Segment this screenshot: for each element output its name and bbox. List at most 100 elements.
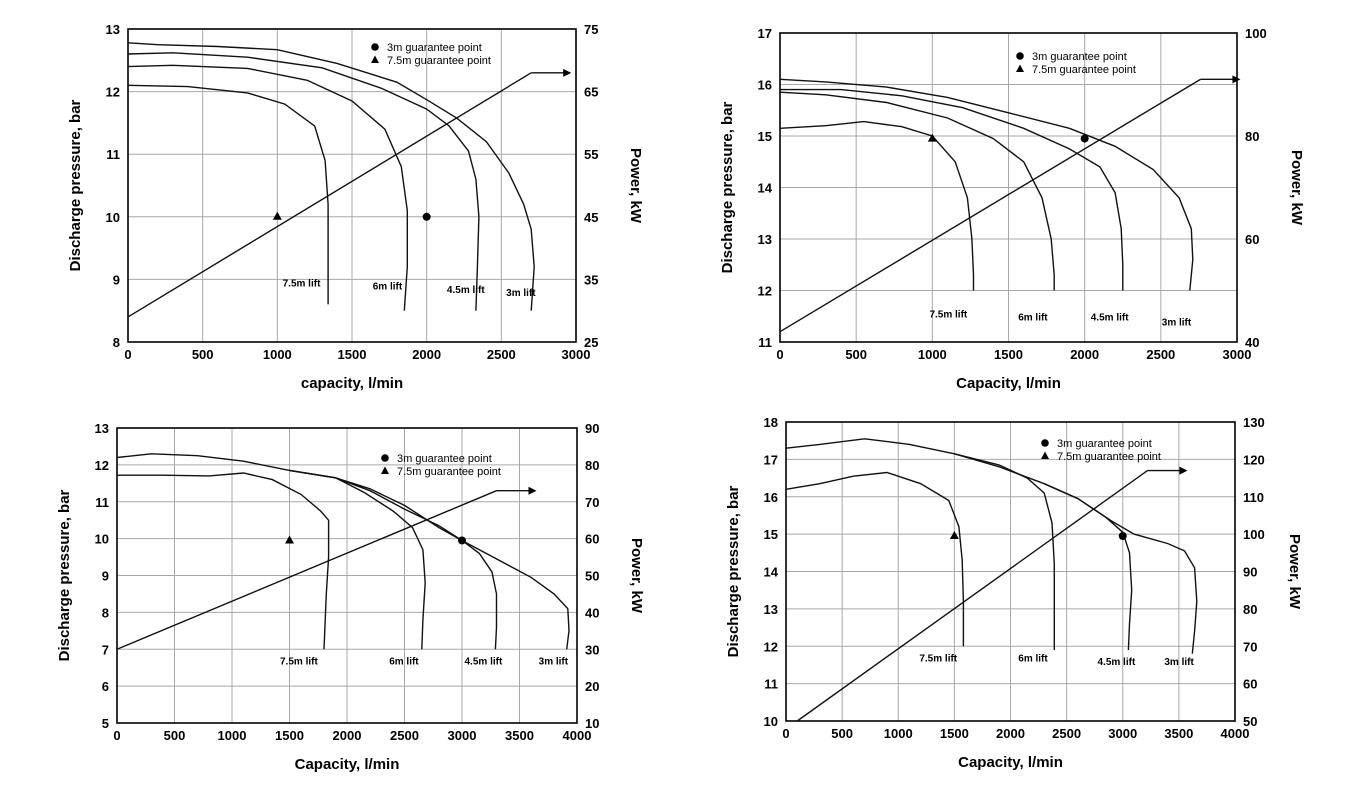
guarantee-point-3m	[1080, 134, 1089, 143]
lift-label: 7.5m lift	[919, 653, 957, 664]
y-tick-label: 7	[102, 642, 109, 657]
y-tick-label: 15	[758, 129, 772, 144]
y2-tick-label: 70	[585, 495, 599, 510]
pump-chart-4: 0 500 1000 1500 2000 2500 3000 3500 4000 10 11 12 13…	[680, 398, 1361, 797]
guarantee-point-7-5m	[949, 530, 959, 539]
plot-frame	[785, 421, 1236, 722]
lift-label: 7.5m lift	[280, 656, 318, 667]
y2-tick-label: 40	[585, 605, 599, 620]
y2-tick-label: 20	[585, 679, 599, 694]
guarantee-point-7-5m	[272, 211, 282, 220]
y-axis-label: Discharge pressure, bar	[67, 99, 84, 271]
y2-tick-label: 60	[585, 532, 599, 547]
pump-chart-1-svg: 0 500 1000 1500 2000 2500 3000 8 9 10 11 12 13 25 35 45…	[67, 22, 644, 392]
legend-label: 3m guarantee point	[1032, 51, 1127, 63]
curve-7-5m-lift	[127, 84, 329, 305]
x-tick-label: 2500	[1052, 726, 1081, 741]
x-axis-label: Capacity, l/min	[295, 756, 400, 773]
power-arrow-head	[1232, 75, 1241, 84]
y-tick-label: 18	[764, 415, 778, 430]
legend-label: 7.5m guarantee point	[387, 55, 491, 67]
x-tick-label: 2500	[1146, 347, 1175, 362]
curve-4-5m-lift	[1043, 483, 1133, 651]
y-tick-label: 8	[102, 605, 109, 620]
y-tick-label: 13	[764, 602, 778, 617]
y2-tick-label: 80	[585, 458, 599, 473]
y-tick-label: 11	[95, 495, 109, 510]
y-tick-label: 14	[764, 565, 779, 580]
pump-chart-4-svg: 0 500 1000 1500 2000 2500 3000 3500 4000 10 11 12 13…	[725, 415, 1303, 771]
x-tick-label: 1500	[338, 347, 367, 362]
y-tick-label: 6	[102, 679, 109, 694]
legend-label: 7.5m guarantee point	[1057, 451, 1161, 463]
y-tick-label: 5	[102, 716, 109, 731]
x-tick-label: 2500	[390, 728, 419, 743]
x-tick-label: 2500	[487, 347, 516, 362]
power-line	[116, 490, 497, 650]
x-tick-label: 3500	[1164, 726, 1193, 741]
y-tick-label: 12	[764, 639, 778, 654]
curve-4-5m-lift	[780, 88, 1124, 291]
legend-label: 7.5m guarantee point	[1032, 64, 1136, 76]
pump-chart-3: 0 500 1000 1500 2000 2500 3000 3500 4000 5 6 7 8 9 10 1…	[0, 398, 680, 797]
power-arrow-head	[528, 486, 537, 495]
x-tick-label: 3000	[448, 728, 477, 743]
legend-triangle-marker	[1016, 64, 1024, 72]
x-tick-label: 2000	[996, 726, 1025, 741]
power-line	[127, 72, 532, 318]
curve-6m-lift	[779, 91, 1055, 291]
x-tick-label: 1500	[940, 726, 969, 741]
x-tick-label: 1000	[218, 728, 247, 743]
legend-circle-marker	[1016, 52, 1024, 60]
x-tick-label: 4000	[563, 728, 592, 743]
y-tick-label: 10	[106, 210, 120, 225]
x-tick-label: 3000	[1108, 726, 1137, 741]
lift-label: 6m lift	[389, 656, 419, 667]
y2-tick-label: 90	[1243, 565, 1257, 580]
y2-tick-label: 90	[585, 421, 599, 436]
y-tick-label: 12	[106, 85, 120, 100]
legend-label: 3m guarantee point	[387, 42, 482, 54]
y2-tick-label: 40	[1245, 335, 1259, 350]
legend-circle-marker	[381, 454, 389, 462]
lift-label: 4.5m lift	[1097, 657, 1135, 668]
legend-triangle-marker	[371, 55, 379, 63]
legend-label: 3m guarantee point	[1057, 438, 1152, 450]
x-tick-label: 1000	[918, 347, 947, 362]
x-tick-label: 3500	[505, 728, 534, 743]
y-axis-label: Discharge pressure, bar	[719, 101, 736, 273]
y-tick-label: 11	[764, 677, 778, 692]
y-tick-label: 11	[106, 147, 120, 162]
y-tick-label: 10	[764, 714, 778, 729]
power-line	[779, 78, 1201, 333]
x-tick-label: 500	[831, 726, 853, 741]
legend-triangle-marker	[381, 466, 389, 474]
guarantee-point-3m	[422, 212, 431, 221]
y2-tick-label: 100	[1243, 527, 1265, 542]
pump-chart-3-svg: 0 500 1000 1500 2000 2500 3000 3500 4000 5 6 7 8 9 10 1…	[56, 421, 645, 773]
y-tick-label: 14	[758, 181, 773, 196]
power-arrow-head	[563, 68, 572, 77]
y2-tick-label: 110	[1243, 490, 1264, 505]
y2-tick-label: 60	[1243, 677, 1257, 692]
lift-label: 7.5m lift	[929, 310, 967, 321]
y2-axis-label: Power, kW	[628, 538, 645, 614]
guarantee-point-7-5m	[927, 133, 937, 142]
y2-tick-label: 65	[584, 85, 598, 100]
power-arrow-head	[1179, 466, 1188, 475]
curve-6m-lift	[954, 453, 1055, 650]
x-tick-label: 4000	[1221, 726, 1250, 741]
y2-tick-label: 10	[585, 716, 599, 731]
y-tick-label: 15	[764, 527, 778, 542]
x-tick-label: 2000	[333, 728, 362, 743]
legend-circle-marker	[371, 43, 379, 51]
power-line	[796, 470, 1148, 722]
y2-tick-label: 50	[1243, 714, 1257, 729]
y-tick-label: 9	[102, 569, 109, 584]
y-tick-label: 9	[113, 272, 120, 287]
guarantee-point-7-5m	[285, 535, 294, 544]
x-tick-label: 1500	[275, 728, 304, 743]
y2-axis-label: Power, kW	[1288, 150, 1305, 226]
x-axis-label: capacity, l/min	[301, 375, 403, 392]
y2-tick-label: 50	[585, 569, 599, 584]
